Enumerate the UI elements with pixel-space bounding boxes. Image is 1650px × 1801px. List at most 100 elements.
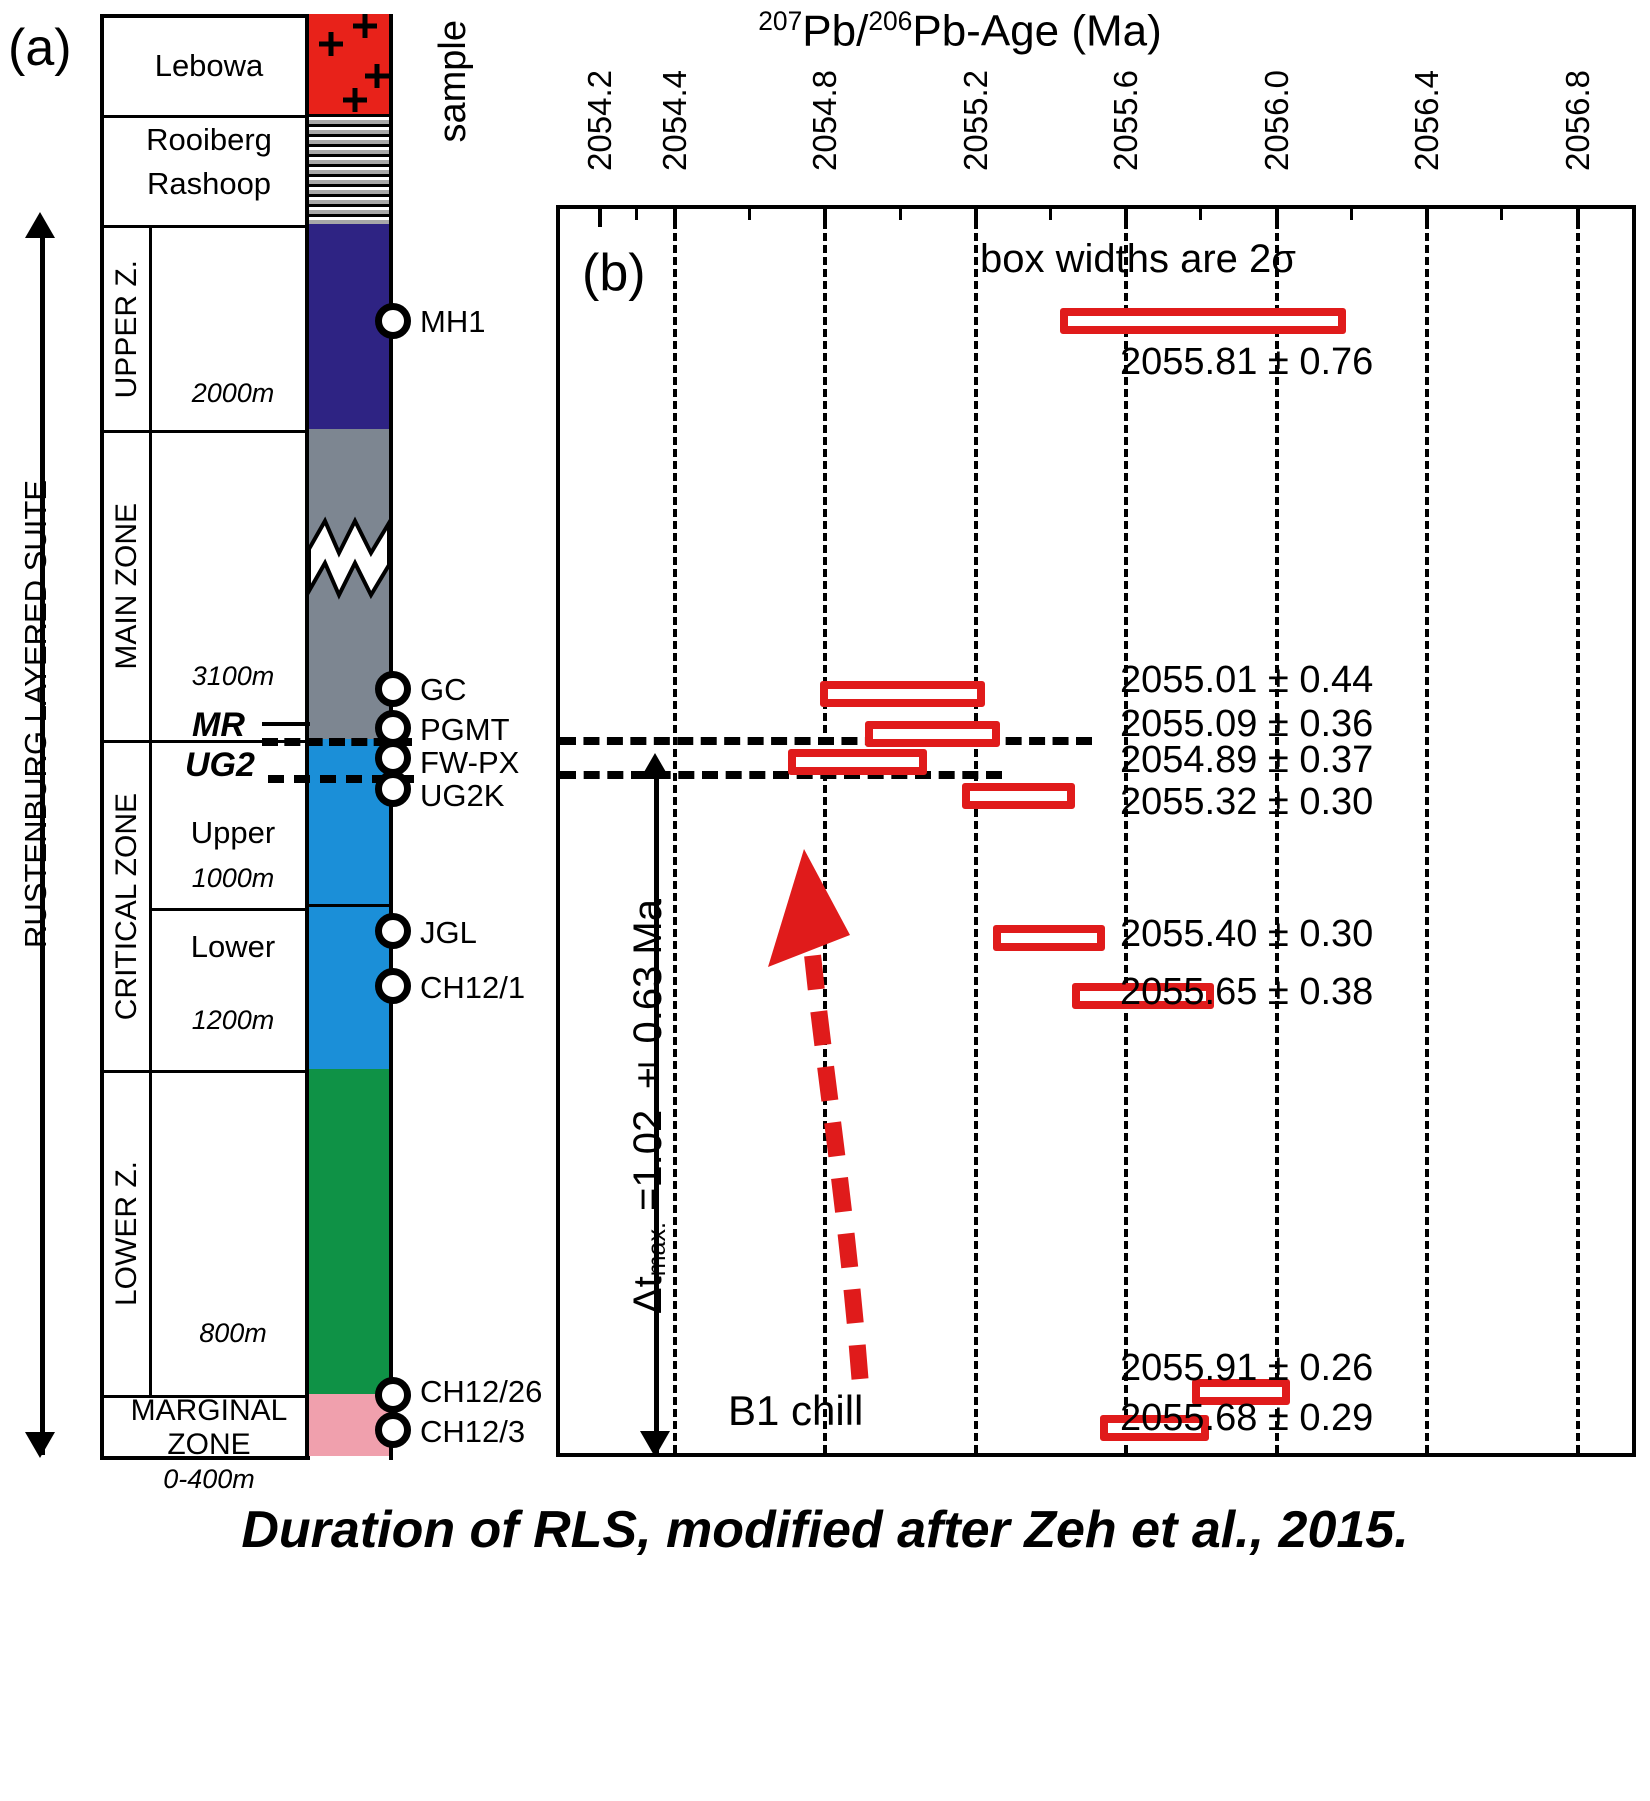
age-value-gc: 2055.01 ± 0.44 (1120, 659, 1374, 701)
zone-name-main: MAIN ZONE (104, 433, 152, 740)
unit-label-lebowa: Lebowa (154, 48, 264, 83)
marker-label-mr: MR (192, 706, 245, 744)
zone-name-critical: CRITICAL ZONE (104, 743, 152, 1070)
unit-row-main-zone: MAIN ZONE 3100m (104, 433, 314, 743)
sample-label-gc: GC (420, 672, 467, 707)
zone-name-lower-text: LOWER Z. (109, 1161, 143, 1307)
sample-marker-ch12-1[interactable] (375, 968, 411, 1004)
zone-name-lower: LOWER Z. (104, 1073, 152, 1395)
sample-label-pgmt: PGMT (420, 712, 510, 747)
age-value-ch12-26: 2055.91 ± 0.26 (1120, 1347, 1374, 1389)
sample-label-ug2k: UG2K (420, 778, 505, 813)
thickness-main-zone: 3100m (191, 661, 275, 691)
thickness-marginal-zone: 0-400m (163, 1464, 255, 1494)
axis-minor-tick-0 (635, 209, 639, 220)
litho-divider-critical (309, 904, 389, 907)
unit-row-marginal-zone: MARGINAL ZONE 0-400m (104, 1394, 314, 1494)
correlation-dash-ug2 (560, 771, 1002, 779)
axis-tick-2 (823, 209, 828, 227)
gridline-3 (973, 209, 978, 1453)
x-tick-label-3: 2055.2 (956, 70, 994, 171)
correlation-dash-mr (560, 737, 1092, 745)
gridline-5 (1274, 209, 1279, 1453)
sample-column-header: sample (432, 20, 474, 143)
error-box-ch12-1 (1071, 983, 1215, 1009)
unit-row-rooiberg: Rooiberg Rashoop (104, 118, 314, 228)
axis-tick-5 (1274, 209, 1279, 227)
x-tick-label-0: 2054.2 (580, 70, 618, 171)
x-tick-label-2: 2054.8 (806, 70, 844, 171)
gridline-4 (1124, 209, 1129, 1453)
axis-tick-4 (1124, 209, 1129, 227)
unit-row-lebowa: Lebowa (104, 18, 314, 118)
litho-rooiberg-rashoop (309, 114, 389, 224)
panel-a-label: (a) (8, 19, 72, 77)
litho-lower-zone (309, 1069, 389, 1394)
error-box-ug2k (962, 783, 1076, 809)
gridline-1 (672, 209, 677, 1453)
axis-tick-0 (597, 209, 602, 227)
gridline-2 (823, 209, 828, 1453)
unit-label-zone: ZONE (167, 1428, 251, 1461)
sample-label-mh1: MH1 (420, 304, 486, 339)
x-tick-label-5: 2056.0 (1257, 70, 1295, 171)
stratigraphic-column-frame: Lebowa Rooiberg Rashoop UPPER Z. 2000m (100, 14, 314, 1494)
thickness-upper-zone: 2000m (191, 378, 275, 408)
sample-marker-gc[interactable] (375, 671, 411, 707)
zone-name-critical-text: CRITICAL ZONE (109, 792, 143, 1021)
unit-label-rooiberg: Rooiberg (146, 122, 272, 157)
isotope-207-superscript: 207 (758, 6, 803, 36)
error-box-ch12-3 (1099, 1415, 1209, 1441)
zone-name-main-text: MAIN ZONE (109, 503, 143, 670)
sample-label-fwpx: FW-PX (420, 745, 520, 780)
zone-name-upper-text: UPPER Z. (109, 259, 143, 399)
error-box-gc (819, 681, 986, 707)
unconformity-zigzag-icon (309, 516, 389, 600)
sample-marker-jgl[interactable] (375, 913, 411, 949)
error-box-ch12-26 (1191, 1379, 1290, 1405)
age-value-jgl: 2055.40 ± 0.30 (1120, 913, 1374, 955)
figure-caption: Duration of RLS, modified after Zeh et a… (241, 1501, 1409, 1559)
thickness-lower-zone: 800m (199, 1318, 267, 1348)
panel-b-label: (b) (582, 244, 646, 302)
error-box-fw-px (787, 749, 927, 775)
b1-chill-label: B1 chill (728, 1387, 864, 1434)
sample-marker-ch12-26[interactable] (375, 1377, 411, 1413)
sample-marker-mh1[interactable] (375, 303, 411, 339)
axis-minor-tick-3 (1048, 209, 1052, 220)
error-box-pgmt (864, 721, 1001, 747)
red-curved-arrow (768, 849, 869, 1380)
axis-minor-tick-4 (1199, 209, 1203, 220)
sample-marker-fwpx[interactable] (375, 740, 411, 776)
x-tick-label-1: 2054.4 (655, 70, 693, 171)
box-width-note: box widths are 2σ (980, 237, 1296, 281)
litho-lebowa (309, 14, 389, 114)
axis-minor-tick-1 (748, 209, 752, 220)
axis-minor-tick-6 (1500, 209, 1504, 220)
marker-dash-mr (262, 738, 412, 746)
marker-label-ug2: UG2 (185, 746, 255, 784)
axis-minor-tick-2 (898, 209, 902, 220)
sample-label-ch12-1: CH12/1 (420, 970, 526, 1005)
unit-label-rashoop: Rashoop (146, 166, 272, 201)
error-box-jgl (992, 925, 1106, 951)
marker-leader-mr (262, 722, 310, 726)
gridline-7 (1575, 209, 1580, 1453)
sample-marker-ch12-3[interactable] (375, 1412, 411, 1448)
granite-cross-pattern-icon (319, 14, 389, 112)
unit-row-lower-zone: LOWER Z. 800m (104, 1073, 314, 1398)
axis-minor-tick-5 (1349, 209, 1353, 220)
age-value-ch12-3: 2055.68 ± 0.29 (1120, 1397, 1374, 1439)
thickness-critical-upper: 1000m (191, 863, 275, 893)
age-value-ch12-1: 2055.65 ± 0.38 (1120, 971, 1374, 1013)
isotope-206-superscript: 206 (868, 6, 913, 36)
sample-marker-ug2k[interactable] (375, 771, 411, 807)
age-value-pgmt: 2055.09 ± 0.36 (1120, 703, 1374, 745)
axis-tick-3 (973, 209, 978, 227)
age-value-mh1: 2055.81 ± 0.76 (1120, 341, 1374, 383)
subunit-label-lower: Lower (190, 929, 276, 964)
sample-label-ch12-26: CH12/26 (420, 1374, 543, 1409)
zone-name-upper: UPPER Z. (104, 228, 152, 430)
panel-b-age-plot: (b) box widths are 2σ Δtmax. =1.02 ± 0.6… (556, 205, 1636, 1457)
